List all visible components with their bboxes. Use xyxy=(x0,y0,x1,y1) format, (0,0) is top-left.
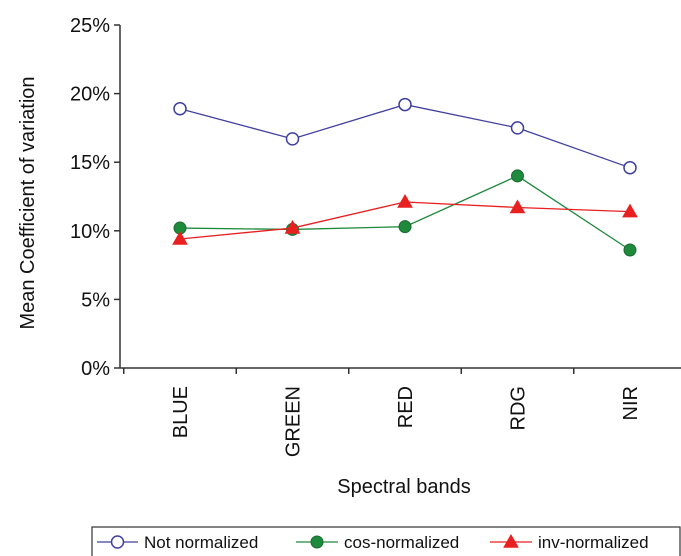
legend-box xyxy=(91,526,681,556)
y-tick-label: 15% xyxy=(70,152,110,174)
series-line xyxy=(179,175,631,251)
data-point xyxy=(509,199,526,214)
series-3 xyxy=(172,193,638,245)
x-axis-title: Spectral bands xyxy=(337,476,470,498)
x-tick-label: RDG xyxy=(508,386,530,430)
series-1 xyxy=(173,97,637,175)
data-point xyxy=(173,101,187,116)
series-layer xyxy=(172,97,638,257)
y-tick-label: 0% xyxy=(81,358,110,380)
data-point xyxy=(398,97,412,112)
x-tick-label: BLUE xyxy=(170,386,192,438)
data-point xyxy=(510,121,525,135)
legend-marker xyxy=(110,535,125,549)
data-point xyxy=(172,231,188,245)
x-tick-label: RED xyxy=(395,386,417,428)
y-tick-label: 25% xyxy=(70,15,110,37)
y-tick-label: 10% xyxy=(70,221,110,243)
data-point xyxy=(285,132,300,146)
data-point xyxy=(623,243,637,257)
legend-entry: inv-normalized xyxy=(490,533,649,552)
y-tick-label: 5% xyxy=(81,289,110,311)
series-2 xyxy=(173,169,637,257)
y-tick-label: 20% xyxy=(70,84,110,106)
legend-label: Not normalized xyxy=(144,533,258,552)
data-point xyxy=(397,193,413,208)
data-point xyxy=(284,220,301,234)
y-axis-ticks: 0% 5% 10% 15% 20% 25% xyxy=(70,15,120,380)
y-axis-title: Mean Coefficient of variation xyxy=(17,76,39,329)
x-axis-ticks: BLUE GREEN RED RDG NIR xyxy=(123,368,642,457)
legend-marker xyxy=(503,533,519,548)
legend-entry: Not normalized xyxy=(97,533,258,552)
axes xyxy=(119,25,681,369)
legend-label: inv-normalized xyxy=(538,533,649,552)
data-point xyxy=(398,220,412,234)
legend-label: cos-normalized xyxy=(344,533,459,552)
x-tick-label: GREEN xyxy=(283,386,305,457)
legend: Not normalized cos-normalized inv-normaliz… xyxy=(91,526,681,556)
x-tick-label: NIR xyxy=(620,386,642,420)
data-point xyxy=(623,160,637,175)
legend-marker xyxy=(310,535,324,549)
legend-entry: cos-normalized xyxy=(296,533,459,552)
data-point xyxy=(511,169,524,183)
data-point xyxy=(622,203,638,218)
series-line xyxy=(179,103,631,169)
